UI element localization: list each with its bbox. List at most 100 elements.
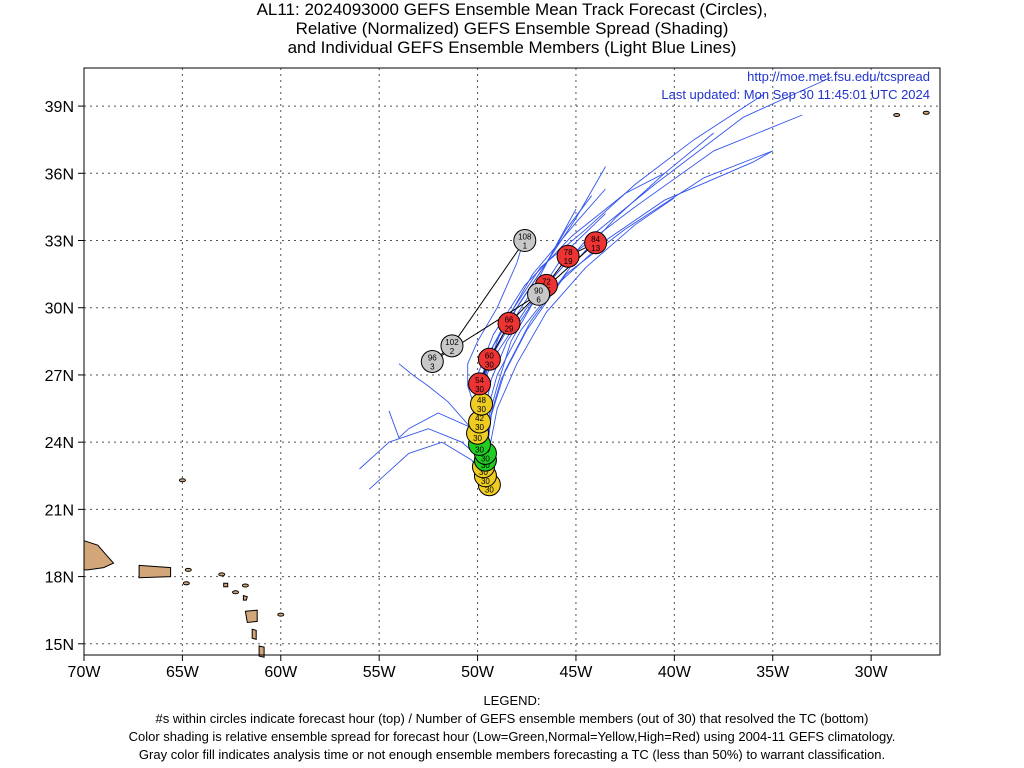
- member-count-label: 30: [485, 486, 494, 495]
- member-count-label: 30: [473, 434, 482, 443]
- legend-block: LEGEND: #s within circles indicate forec…: [0, 692, 1024, 764]
- y-tick-label: 33N: [45, 234, 74, 251]
- land-island: [223, 582, 229, 588]
- track-point-circle: [513, 229, 537, 253]
- title-line-1: AL11: 2024093000 GEFS Ensemble Mean Trac…: [256, 0, 768, 19]
- legend-line-2: Color shading is relative ensemble sprea…: [128, 729, 896, 744]
- title-line-2: Relative (Normalized) GEFS Ensemble Spre…: [295, 19, 729, 38]
- mean-track-path: [431, 240, 596, 485]
- member-count-label: 30: [475, 445, 484, 454]
- track-map: 0306301230183024303030363042304830543060…: [45, 67, 941, 681]
- forecast-hour-label: 96: [428, 354, 437, 363]
- land-islet: [218, 572, 226, 577]
- y-axis-ticks: 15N 18N 21N 24N 27N 30N 33N 36N 39N: [45, 99, 84, 654]
- land-islet: [184, 567, 192, 572]
- member-count-label: 30: [485, 360, 494, 369]
- ensemble-member-track: [484, 150, 773, 483]
- forecast-hour-label: 42: [475, 414, 484, 423]
- land-islet: [241, 583, 249, 588]
- land-islet: [182, 581, 190, 586]
- ensemble-member-track: [481, 188, 606, 483]
- mean-track-line: [431, 240, 596, 485]
- map-frame: [83, 67, 941, 656]
- ensemble-member-track: [481, 94, 764, 483]
- ensemble-member-tracks: [359, 76, 832, 490]
- ensemble-member-track: [484, 213, 606, 483]
- x-tick-label: 70W: [68, 664, 102, 681]
- track-point-circle: [477, 347, 501, 371]
- land-islet: [178, 478, 186, 483]
- land-islet: [922, 110, 930, 115]
- x-tick-label: 60W: [264, 664, 298, 681]
- member-count-label: 29: [505, 324, 514, 333]
- member-count-label: 30: [475, 423, 484, 432]
- track-point-circle: [440, 334, 464, 358]
- x-tick-label: 55W: [363, 664, 397, 681]
- track-point-circle: [497, 311, 521, 335]
- y-tick-label: 30N: [45, 301, 74, 318]
- track-point: 963: [420, 350, 444, 373]
- x-tick-label: 50W: [461, 664, 495, 681]
- member-count-label: 13: [591, 244, 600, 253]
- track-point: 906: [527, 282, 551, 306]
- land-islet: [893, 113, 901, 118]
- y-tick-label: 36N: [45, 166, 74, 183]
- x-tick-label: 40W: [658, 664, 692, 681]
- title-line-3: and Individual GEFS Ensemble Members (Li…: [287, 38, 737, 57]
- x-tick-label: 35W: [756, 664, 790, 681]
- x-tick-label: 30W: [855, 664, 889, 681]
- ensemble-member-track: [477, 114, 803, 483]
- track-point-circle: [527, 282, 551, 306]
- forecast-hour-label: 102: [445, 338, 459, 347]
- land-islet: [277, 612, 285, 617]
- member-count-label: 30: [481, 461, 490, 470]
- member-count-label: 30: [479, 468, 488, 477]
- forecast-hour-label: 66: [505, 315, 514, 324]
- member-count-label: 1: [523, 242, 528, 251]
- forecast-hour-label: 60: [485, 351, 494, 360]
- ensemble-member-track: [486, 150, 773, 483]
- mean-track-circles: 0306301230183024303030363042304830543060…: [420, 229, 608, 497]
- land-island: [83, 540, 115, 571]
- x-tick-label: 65W: [166, 664, 200, 681]
- land-islet: [232, 590, 240, 595]
- forecast-hour-label: 54: [475, 376, 484, 385]
- member-count-label: 3: [430, 363, 435, 372]
- forecast-hour-label: 72: [542, 277, 551, 286]
- member-count-label: 6: [536, 295, 541, 304]
- track-point-circle: [468, 372, 492, 396]
- forecast-hour-label: 48: [477, 396, 486, 405]
- member-count-label: 19: [564, 257, 573, 266]
- y-tick-label: 24N: [45, 435, 74, 452]
- land-island: [138, 564, 172, 579]
- member-count-label: 30: [475, 385, 484, 394]
- land-island: [258, 645, 265, 658]
- legend-line-3: Gray color fill indicates analysis time …: [138, 747, 886, 762]
- last-updated-text: Last updated: Mon Sep 30 11:45:01 UTC 20…: [661, 87, 930, 102]
- land-island: [251, 628, 257, 640]
- member-count-label: 30: [481, 477, 490, 486]
- grid-lines: [84, 68, 940, 655]
- legend-heading: LEGEND:: [483, 693, 541, 708]
- member-count-label: 30: [477, 405, 486, 414]
- track-point-circle: [556, 244, 580, 268]
- source-url-link[interactable]: http://moe.met.fsu.edu/tcspread: [747, 69, 930, 84]
- y-tick-label: 15N: [45, 637, 74, 654]
- forecast-hour-label: 78: [564, 248, 573, 257]
- land-island: [244, 609, 258, 624]
- x-axis-ticks: 70W 65W 60W 55W 50W 45W 40W 35W 30W: [68, 655, 889, 681]
- title-block: AL11: 2024093000 GEFS Ensemble Mean Trac…: [0, 0, 1024, 57]
- member-count-label: 30: [481, 454, 490, 463]
- x-tick-label: 45W: [560, 664, 594, 681]
- track-point-circle: [420, 350, 444, 373]
- forecast-hour-label: 90: [534, 286, 543, 295]
- track-point-circle: [584, 231, 608, 255]
